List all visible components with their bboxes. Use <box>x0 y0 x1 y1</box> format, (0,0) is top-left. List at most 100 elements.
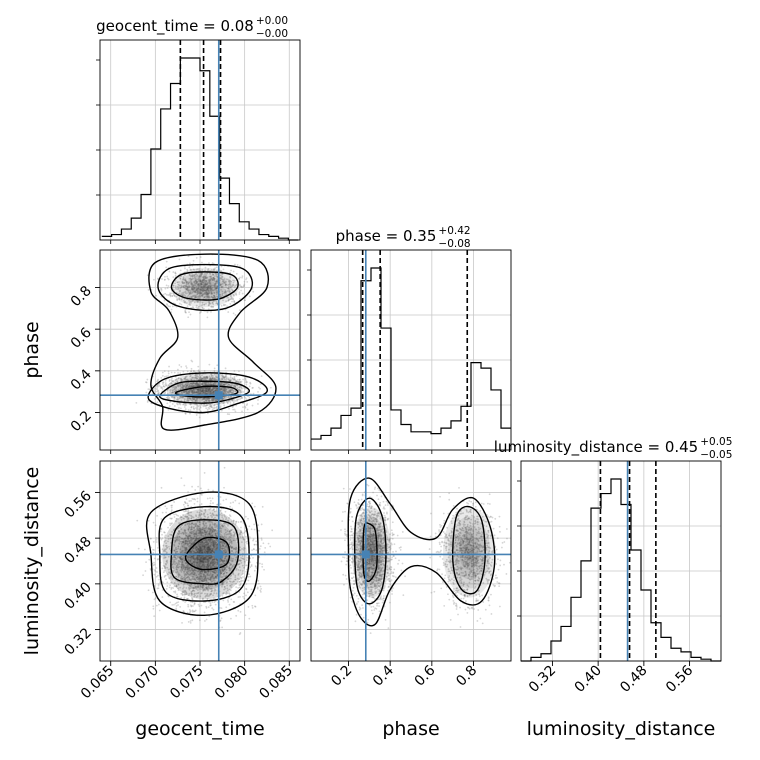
sample-point <box>189 610 192 613</box>
sample-point <box>210 392 213 395</box>
sample-point <box>222 268 225 271</box>
sample-point <box>179 289 181 292</box>
sample-point <box>207 285 209 288</box>
sample-point <box>193 385 195 388</box>
sample-point <box>148 558 151 561</box>
sample-point <box>257 403 259 405</box>
sample-point <box>204 392 207 394</box>
sample-point <box>200 392 203 395</box>
sample-point <box>188 273 191 276</box>
sample-point <box>231 283 234 286</box>
sample-point <box>179 385 182 387</box>
sample-point <box>185 390 187 393</box>
sample-point <box>147 399 149 402</box>
sample-point <box>210 390 213 393</box>
sample-point <box>191 392 194 395</box>
sample-point <box>240 396 243 399</box>
sample-point <box>261 505 264 508</box>
sample-point <box>212 303 215 306</box>
sample-point <box>194 399 197 402</box>
sample-point <box>191 284 193 286</box>
sample-point <box>168 396 171 399</box>
sample-point <box>248 295 251 298</box>
sample-point <box>179 383 182 386</box>
sample-point <box>189 386 192 389</box>
sample-point <box>225 291 227 293</box>
sample-point <box>206 383 209 386</box>
sample-point <box>220 304 223 307</box>
sample-point <box>207 388 210 391</box>
sample-point <box>228 390 231 393</box>
sample-point <box>215 386 217 389</box>
sample-point <box>155 538 158 541</box>
sample-point <box>245 398 248 401</box>
sample-point <box>199 391 202 394</box>
sample-point <box>190 385 193 387</box>
sample-point <box>181 396 184 399</box>
sample-point <box>178 297 181 300</box>
sample-point <box>191 385 193 388</box>
truth-marker <box>214 391 223 400</box>
sample-point <box>203 303 206 306</box>
sample-point <box>175 595 178 598</box>
sample-point <box>221 294 224 297</box>
sample-point <box>224 389 227 392</box>
sample-point <box>195 273 197 275</box>
sample-point <box>163 299 166 302</box>
sample-point <box>224 367 227 370</box>
sample-point <box>157 392 160 395</box>
sample-point <box>202 293 205 296</box>
sample-point <box>261 565 264 568</box>
sample-point <box>210 406 213 409</box>
sample-point <box>160 376 163 379</box>
sample-point <box>223 278 226 281</box>
sample-point <box>178 284 181 287</box>
sample-point <box>157 583 160 585</box>
sample-point <box>197 283 200 286</box>
sample-point <box>212 273 215 276</box>
sample-point <box>192 370 195 373</box>
sample-point <box>227 287 230 290</box>
sample-point <box>188 391 191 394</box>
sample-point <box>188 303 191 306</box>
sample-point <box>224 392 227 394</box>
sample-point <box>191 390 194 393</box>
sample-point <box>196 287 199 290</box>
sample-point <box>165 511 168 514</box>
sample-point <box>190 283 193 286</box>
sample-point <box>211 376 214 379</box>
sample-point <box>182 396 184 399</box>
sample-point <box>169 390 172 393</box>
sample-point <box>213 268 215 270</box>
sample-point <box>239 381 242 383</box>
sample-point <box>200 503 203 505</box>
sample-point <box>223 304 225 306</box>
sample-point <box>197 603 200 606</box>
sample-point <box>162 385 165 388</box>
sample-point <box>198 274 201 277</box>
sample-point <box>243 396 246 398</box>
sample-point <box>181 281 184 283</box>
sample-point <box>214 400 217 402</box>
sample-point <box>187 504 189 507</box>
sample-point <box>181 382 184 385</box>
sample-point <box>248 396 251 399</box>
sample-point <box>163 279 166 281</box>
sample-point <box>170 382 173 384</box>
sample-point <box>184 402 187 405</box>
sample-point <box>198 284 201 287</box>
sample-point <box>199 375 202 378</box>
sample-point <box>199 390 202 393</box>
sample-point <box>231 289 234 292</box>
sample-point <box>205 280 207 283</box>
sample-point <box>205 286 208 289</box>
sample-point <box>232 283 235 286</box>
sample-point <box>161 596 164 598</box>
sample-point <box>238 278 240 280</box>
sample-point <box>195 414 198 416</box>
sample-point <box>183 385 186 388</box>
sample-point <box>213 278 215 281</box>
sample-point <box>201 387 203 390</box>
sample-point <box>193 295 196 298</box>
sample-point <box>205 375 208 378</box>
